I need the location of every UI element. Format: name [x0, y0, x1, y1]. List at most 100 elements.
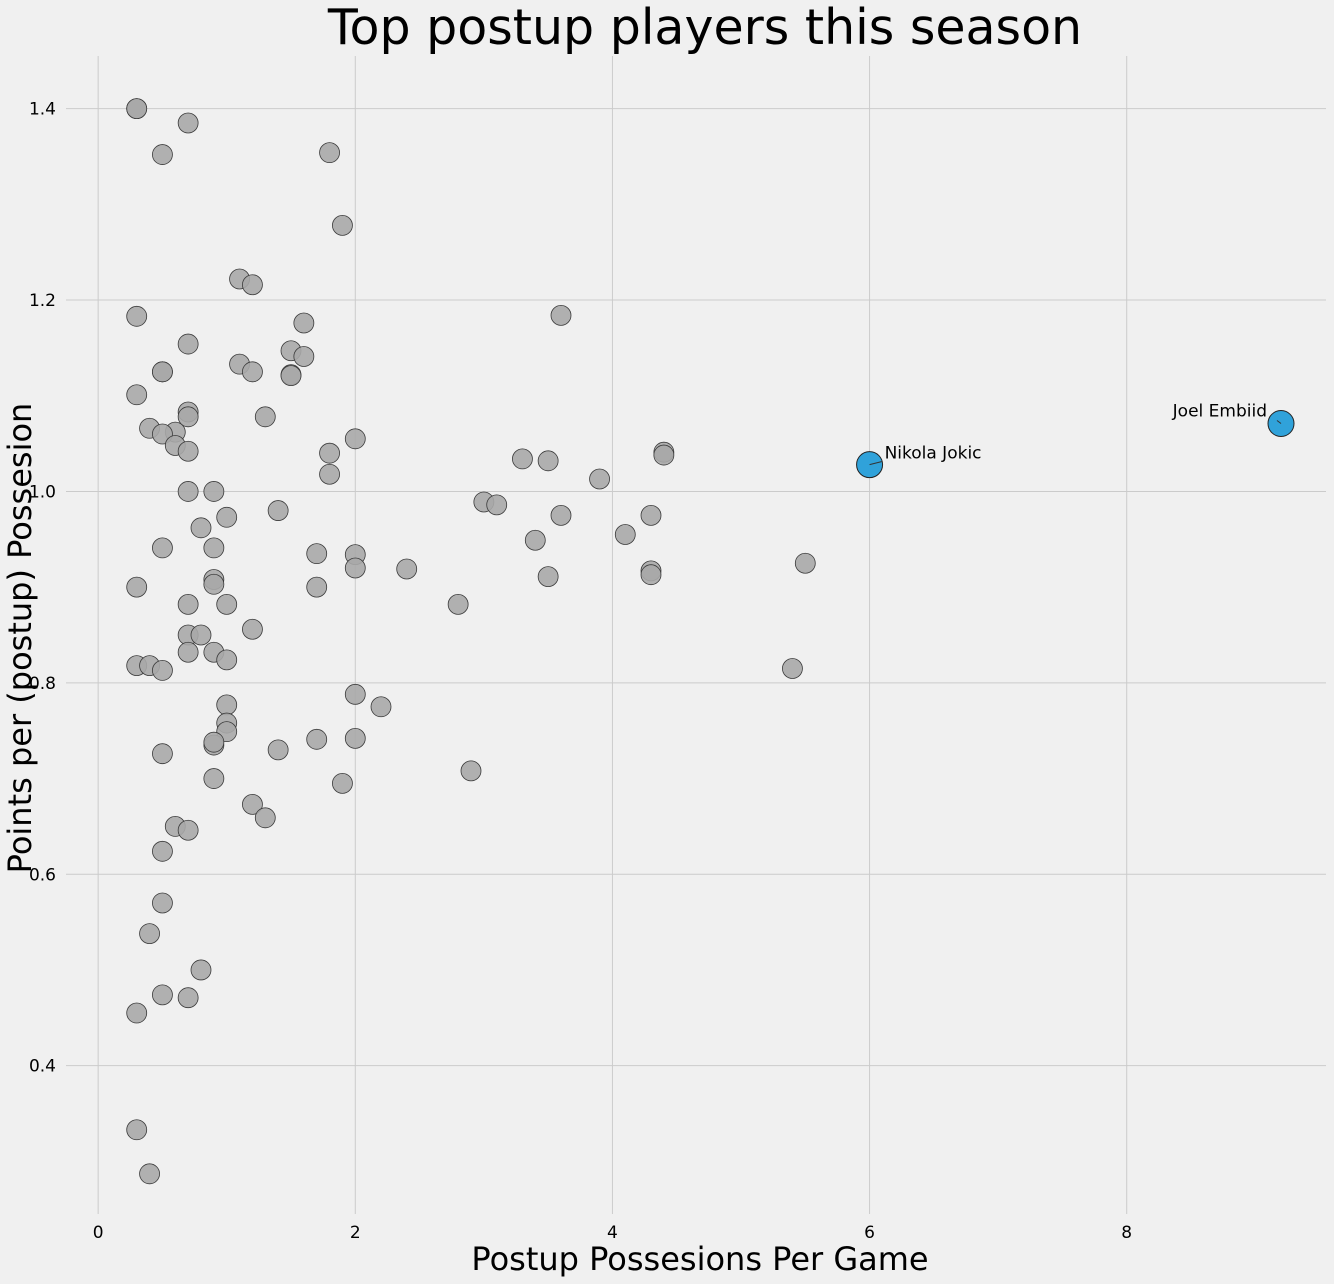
x-tick-label: 6: [864, 1223, 875, 1243]
scatter-point: [550, 504, 572, 526]
y-axis-title: Points per (postup) Possesion: [1, 403, 39, 874]
annotation-leader: [869, 461, 882, 466]
scatter-point: [344, 557, 366, 579]
scatter-point: [242, 793, 263, 815]
grid: [66, 56, 1326, 1214]
scatter-point: [319, 142, 340, 164]
scatter-point: [216, 649, 238, 671]
scatter-point: [126, 305, 148, 327]
scatter-point: [293, 346, 315, 367]
scatter-point: [306, 576, 328, 598]
scatter-point: [242, 274, 263, 296]
scatter-point: [267, 739, 289, 761]
scatter-point: [216, 694, 238, 716]
scatter-point: [152, 361, 173, 383]
scatter-point: [254, 406, 276, 428]
scatter-point: [152, 660, 173, 681]
scatter-point: [177, 440, 199, 462]
scatter-point: [152, 892, 173, 914]
scatter-point: [344, 727, 366, 749]
scatter-point: [332, 772, 353, 794]
scatter-point: [152, 840, 173, 862]
scatter-point: [126, 1002, 148, 1024]
scatter-point: [203, 481, 225, 502]
scatter-point: [152, 984, 173, 1006]
scatter-point: [177, 819, 199, 841]
scatter-point: [306, 543, 328, 565]
scatter-point: [177, 112, 199, 134]
scatter-point: [152, 537, 173, 559]
scatter-point: [447, 593, 469, 615]
scatter-point: [319, 442, 340, 464]
scatter-point: [460, 760, 482, 782]
point-annotation-label: Joel Embiid: [1172, 401, 1267, 421]
scatter-point: [486, 494, 508, 516]
scatter-point: [280, 365, 302, 387]
scatter-point: [126, 98, 148, 120]
scatter-point: [152, 743, 173, 765]
scatter-point: [203, 731, 225, 753]
scatter-point: [344, 683, 366, 705]
scatter-point: [216, 593, 238, 615]
scatter-point: [203, 573, 225, 595]
chart-title: Top postup players this season: [327, 0, 1082, 56]
x-tick-label: 0: [93, 1223, 104, 1243]
scatter-point: [254, 807, 276, 829]
scatter-point: [550, 304, 572, 326]
annotation-leader: [1276, 420, 1282, 424]
scatter-point: [370, 696, 392, 718]
scatter-point: [396, 558, 418, 580]
scatter-point: [537, 450, 559, 472]
scatter-point: [152, 144, 173, 165]
scatter-point: [190, 959, 212, 981]
point-annotation-label: Nikola Jokic: [885, 444, 982, 464]
scatter-point: [177, 987, 199, 1009]
scatter-point: [332, 214, 353, 236]
y-tick-label: 0.4: [29, 1057, 56, 1077]
scatter-point: [177, 481, 199, 502]
scatter-point: [126, 576, 148, 598]
x-tick-label: 4: [607, 1223, 618, 1243]
scatter-point: [589, 468, 610, 490]
scatter-point: [126, 1119, 148, 1141]
scatter-point: [190, 624, 212, 646]
scatter-point: [177, 406, 199, 428]
y-tick-label: 1.2: [29, 291, 56, 311]
scatter-point: [139, 923, 160, 944]
scatter-point: [293, 312, 315, 334]
y-tick-label: 1.4: [29, 100, 56, 120]
scatter-point: [653, 444, 675, 466]
scatter-point: [139, 1163, 160, 1185]
scatter-point: [203, 768, 225, 789]
scatter-point: [203, 537, 225, 559]
scatter-point: [216, 506, 238, 528]
scatter-point: [242, 361, 263, 383]
x-axis-title: Postup Possesions Per Game: [471, 1240, 928, 1278]
scatter-point: [782, 658, 803, 679]
tick-labels: 0 2 4 6 8 0.4 0.6 0.8 1.0 1.2 1.4: [29, 100, 1132, 1243]
scatter-point: [512, 448, 533, 470]
scatter-point: [640, 564, 662, 586]
scatter-point: [267, 500, 289, 521]
scatter-point: [126, 384, 148, 406]
scatter-point: [177, 641, 199, 663]
scatter-point: [524, 529, 546, 551]
scatter-point: [177, 593, 199, 615]
scatter-point: [640, 504, 662, 526]
x-tick-label: 8: [1121, 1223, 1132, 1243]
data-points: [126, 98, 1295, 1185]
scatter-point: [537, 566, 559, 588]
x-tick-label: 2: [350, 1223, 361, 1243]
scatter-point: [794, 552, 816, 574]
scatter-point: [319, 463, 340, 485]
scatter-point: [614, 524, 636, 545]
scatter-point: [306, 728, 328, 750]
annotations: Nikola Jokic Joel Embiid: [869, 401, 1282, 466]
y-tick-label: 0.8: [29, 674, 56, 694]
y-tick-label: 0.6: [29, 865, 56, 885]
scatter-point: [177, 333, 199, 355]
scatter-point: [344, 428, 366, 450]
